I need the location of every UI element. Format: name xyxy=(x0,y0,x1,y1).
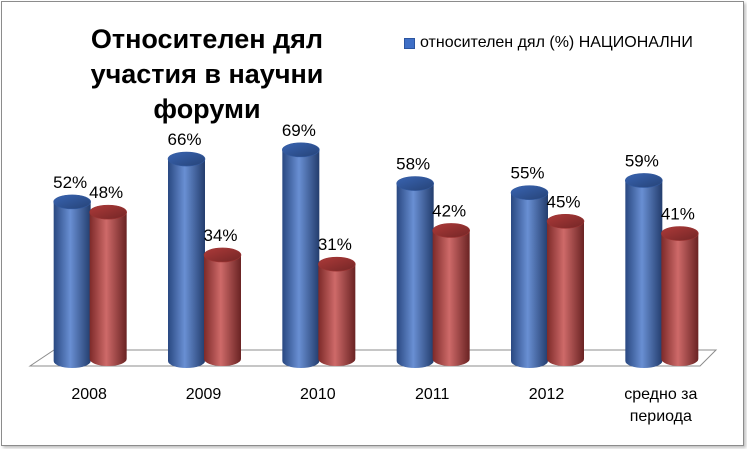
data-label-series-2-4: 42% xyxy=(432,201,466,220)
chart-title-line-1: Относителен дял xyxy=(90,24,324,54)
bar-series-1-5 xyxy=(510,185,549,368)
x-tick-label-4: 2011 xyxy=(415,386,450,403)
data-label-series-1-2: 66% xyxy=(167,130,201,149)
x-tick-label-1: 2008 xyxy=(71,386,107,403)
bar-series-2-4 xyxy=(432,223,470,367)
data-label-series-2-6: 41% xyxy=(661,205,695,224)
bar-top-2-5 xyxy=(546,214,585,229)
bar-series-1-2 xyxy=(167,151,206,368)
bar-series-1-4 xyxy=(396,176,434,368)
data-label-series-1-6: 59% xyxy=(625,151,659,170)
data-label-series-1-1: 52% xyxy=(53,173,87,192)
bar-series-1-1 xyxy=(53,194,91,368)
bar-body-1-2 xyxy=(168,159,205,368)
legend-label-national: относителен дял (%) НАЦИОНАЛНИ xyxy=(420,34,693,51)
bar-top-1-1 xyxy=(53,194,91,210)
bar-top-2-2 xyxy=(203,247,242,263)
bar-body-2-3 xyxy=(318,264,356,367)
data-label-series-2-1: 48% xyxy=(89,183,123,202)
x-tick-label-5: 2012 xyxy=(529,386,565,403)
data-label-series-2-2: 34% xyxy=(203,226,237,245)
bar-series-2-1 xyxy=(89,204,127,367)
data-label-series-2-3: 31% xyxy=(318,235,352,254)
x-tick-label-2: 2009 xyxy=(186,386,222,403)
bar-body-1-1 xyxy=(53,201,91,368)
bar-top-2-1 xyxy=(89,204,127,220)
legend-swatch-national xyxy=(404,37,415,49)
bar-top-1-4 xyxy=(396,176,434,191)
bar-top-1-3 xyxy=(282,142,320,158)
bar-series-2-6 xyxy=(661,226,699,367)
chart-title-line-2: участия в научни форуми xyxy=(90,59,324,124)
bar-body-1-4 xyxy=(396,183,434,368)
bar-body-1-5 xyxy=(511,192,548,368)
bar-body-2-2 xyxy=(204,254,241,367)
bar-body-2-1 xyxy=(89,212,127,367)
bar-top-1-2 xyxy=(167,151,206,167)
bar-series-1-3 xyxy=(282,142,320,368)
data-label-series-1-5: 55% xyxy=(510,164,544,183)
bar-top-2-3 xyxy=(318,256,356,272)
x-tick-label-6: средно за периода xyxy=(624,386,697,425)
bar-body-1-3 xyxy=(282,149,320,368)
x-tick-label-3: 2010 xyxy=(300,386,336,403)
bar-series-1-6 xyxy=(625,173,663,368)
chart-floor xyxy=(28,349,718,367)
bar-body-1-6 xyxy=(625,180,663,368)
data-label-series-1-3: 69% xyxy=(282,121,316,140)
data-label-series-2-5: 45% xyxy=(546,192,580,211)
data-label-series-1-4: 58% xyxy=(396,155,430,174)
bar-top-2-6 xyxy=(661,226,699,241)
bar-top-1-5 xyxy=(510,185,549,200)
bar-top-2-4 xyxy=(432,223,470,238)
bar-body-2-4 xyxy=(432,230,470,367)
bar-body-2-6 xyxy=(661,233,699,367)
bar-series-2-5 xyxy=(546,214,585,367)
legend: относителен дял (%) НАЦИОНАЛНИ xyxy=(404,34,693,52)
chart-title: Относителен дял участия в научни форуми xyxy=(42,22,372,127)
bar-series-2-2 xyxy=(203,247,242,367)
bar-body-2-5 xyxy=(547,221,584,367)
bar-top-1-6 xyxy=(625,173,663,188)
bar-series-2-3 xyxy=(318,256,356,367)
